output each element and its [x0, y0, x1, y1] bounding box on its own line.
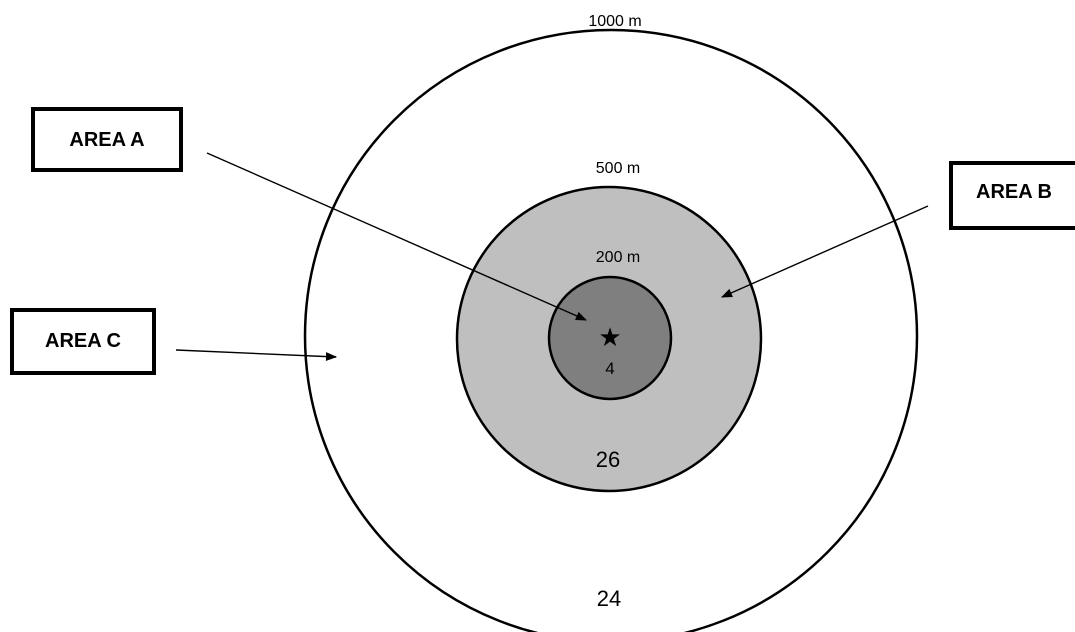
area-c-box: [10, 308, 156, 375]
outer-ring-count: 24: [597, 586, 621, 611]
inner-ring-count: 4: [605, 359, 614, 378]
area-a-pointer-arrow: [206, 152, 588, 321]
area-b-label: AREA B: [976, 181, 1052, 203]
area-b-box: [949, 161, 1075, 230]
middle-ring-radius-label: 500 m: [596, 160, 640, 177]
outer-ring-radius-label: 1000 m: [588, 13, 641, 30]
star-icon: ★: [598, 323, 621, 353]
area-b-callout: AREA B: [949, 161, 1075, 230]
middle-ring-count: 26: [596, 447, 620, 472]
area-a-box: [31, 107, 183, 172]
area-a-callout: AREA A: [31, 107, 183, 172]
inner-ring-200m: [547, 275, 673, 401]
area-a-label: AREA A: [69, 129, 144, 151]
area-c-callout: AREA C: [10, 308, 156, 375]
inner-ring-radius-label: 200 m: [596, 249, 640, 266]
area-c-label: AREA C: [45, 330, 121, 352]
area-b-pointer-arrow: [720, 205, 929, 298]
area-c-pointer-arrow: [175, 349, 338, 362]
